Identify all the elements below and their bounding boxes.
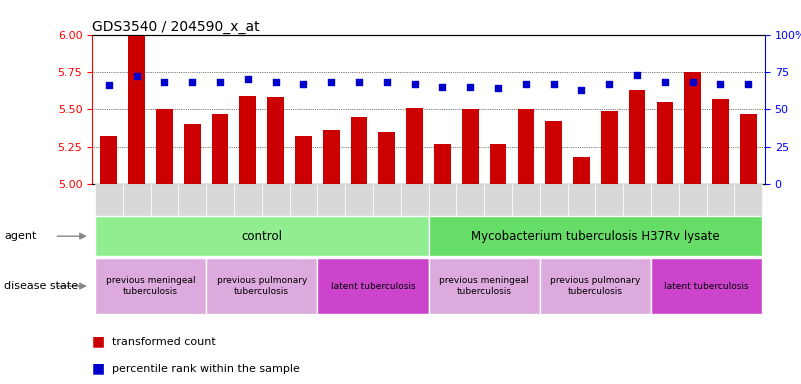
FancyBboxPatch shape bbox=[234, 184, 262, 240]
Point bbox=[575, 87, 588, 93]
FancyBboxPatch shape bbox=[706, 184, 735, 240]
Bar bbox=[323, 131, 340, 184]
Bar bbox=[629, 90, 646, 184]
Point bbox=[658, 79, 671, 86]
FancyBboxPatch shape bbox=[262, 184, 289, 240]
Text: latent tuberculosis: latent tuberculosis bbox=[664, 281, 749, 291]
FancyBboxPatch shape bbox=[95, 258, 206, 314]
Point bbox=[352, 79, 365, 86]
Text: percentile rank within the sample: percentile rank within the sample bbox=[112, 364, 300, 374]
FancyBboxPatch shape bbox=[568, 184, 595, 240]
FancyBboxPatch shape bbox=[595, 184, 623, 240]
FancyBboxPatch shape bbox=[484, 184, 512, 240]
Point bbox=[186, 79, 199, 86]
FancyBboxPatch shape bbox=[206, 184, 234, 240]
Point bbox=[214, 79, 227, 86]
Bar bbox=[740, 114, 757, 184]
Text: latent tuberculosis: latent tuberculosis bbox=[331, 281, 415, 291]
Text: disease state: disease state bbox=[4, 281, 78, 291]
Bar bbox=[657, 102, 673, 184]
Bar bbox=[295, 136, 312, 184]
Text: transformed count: transformed count bbox=[112, 337, 216, 347]
FancyBboxPatch shape bbox=[151, 184, 179, 240]
FancyBboxPatch shape bbox=[373, 184, 400, 240]
Bar bbox=[184, 124, 200, 184]
FancyBboxPatch shape bbox=[289, 184, 317, 240]
Bar bbox=[351, 117, 368, 184]
FancyBboxPatch shape bbox=[345, 184, 373, 240]
Point bbox=[380, 79, 393, 86]
Bar bbox=[517, 109, 534, 184]
Bar bbox=[462, 109, 478, 184]
Text: previous meningeal
tuberculosis: previous meningeal tuberculosis bbox=[106, 276, 195, 296]
Bar bbox=[545, 121, 562, 184]
Point bbox=[269, 79, 282, 86]
Point bbox=[158, 79, 171, 86]
Point bbox=[131, 73, 143, 79]
Point bbox=[714, 81, 727, 87]
Bar bbox=[239, 96, 256, 184]
Point bbox=[103, 83, 115, 89]
Bar bbox=[434, 144, 451, 184]
Bar bbox=[268, 98, 284, 184]
Bar bbox=[601, 111, 618, 184]
FancyBboxPatch shape bbox=[512, 184, 540, 240]
FancyBboxPatch shape bbox=[540, 184, 568, 240]
FancyBboxPatch shape bbox=[317, 184, 345, 240]
Text: control: control bbox=[241, 230, 282, 243]
FancyBboxPatch shape bbox=[651, 258, 763, 314]
Bar bbox=[100, 136, 117, 184]
FancyBboxPatch shape bbox=[429, 258, 540, 314]
FancyBboxPatch shape bbox=[540, 258, 651, 314]
FancyBboxPatch shape bbox=[623, 184, 651, 240]
Bar bbox=[573, 157, 590, 184]
Text: GDS3540 / 204590_x_at: GDS3540 / 204590_x_at bbox=[92, 20, 260, 33]
Text: agent: agent bbox=[4, 231, 36, 241]
Point bbox=[325, 79, 338, 86]
Point bbox=[436, 84, 449, 90]
FancyBboxPatch shape bbox=[317, 258, 429, 314]
Bar bbox=[489, 144, 506, 184]
FancyBboxPatch shape bbox=[678, 184, 706, 240]
FancyBboxPatch shape bbox=[95, 184, 123, 240]
Point bbox=[686, 79, 699, 86]
Text: ■: ■ bbox=[92, 362, 105, 376]
FancyBboxPatch shape bbox=[735, 184, 763, 240]
Bar bbox=[156, 109, 173, 184]
Bar bbox=[211, 114, 228, 184]
Bar bbox=[406, 108, 423, 184]
FancyBboxPatch shape bbox=[429, 184, 457, 240]
Point bbox=[241, 76, 254, 83]
Bar bbox=[684, 72, 701, 184]
FancyBboxPatch shape bbox=[123, 184, 151, 240]
FancyBboxPatch shape bbox=[206, 258, 317, 314]
FancyBboxPatch shape bbox=[179, 184, 206, 240]
Bar bbox=[712, 99, 729, 184]
Point bbox=[547, 81, 560, 87]
FancyBboxPatch shape bbox=[651, 184, 678, 240]
Point bbox=[630, 72, 643, 78]
Text: previous pulmonary
tuberculosis: previous pulmonary tuberculosis bbox=[550, 276, 641, 296]
FancyBboxPatch shape bbox=[429, 216, 763, 257]
Text: previous pulmonary
tuberculosis: previous pulmonary tuberculosis bbox=[216, 276, 307, 296]
Point bbox=[519, 81, 532, 87]
Point bbox=[492, 85, 505, 91]
FancyBboxPatch shape bbox=[400, 184, 429, 240]
Point bbox=[603, 81, 616, 87]
Text: previous meningeal
tuberculosis: previous meningeal tuberculosis bbox=[439, 276, 529, 296]
Point bbox=[464, 84, 477, 90]
FancyBboxPatch shape bbox=[95, 216, 429, 257]
Bar bbox=[128, 35, 145, 184]
Point bbox=[409, 81, 421, 87]
Bar bbox=[379, 132, 395, 184]
Text: Mycobacterium tuberculosis H37Rv lysate: Mycobacterium tuberculosis H37Rv lysate bbox=[471, 230, 719, 243]
Text: ■: ■ bbox=[92, 335, 105, 349]
Point bbox=[742, 81, 755, 87]
FancyBboxPatch shape bbox=[457, 184, 484, 240]
Point bbox=[297, 81, 310, 87]
